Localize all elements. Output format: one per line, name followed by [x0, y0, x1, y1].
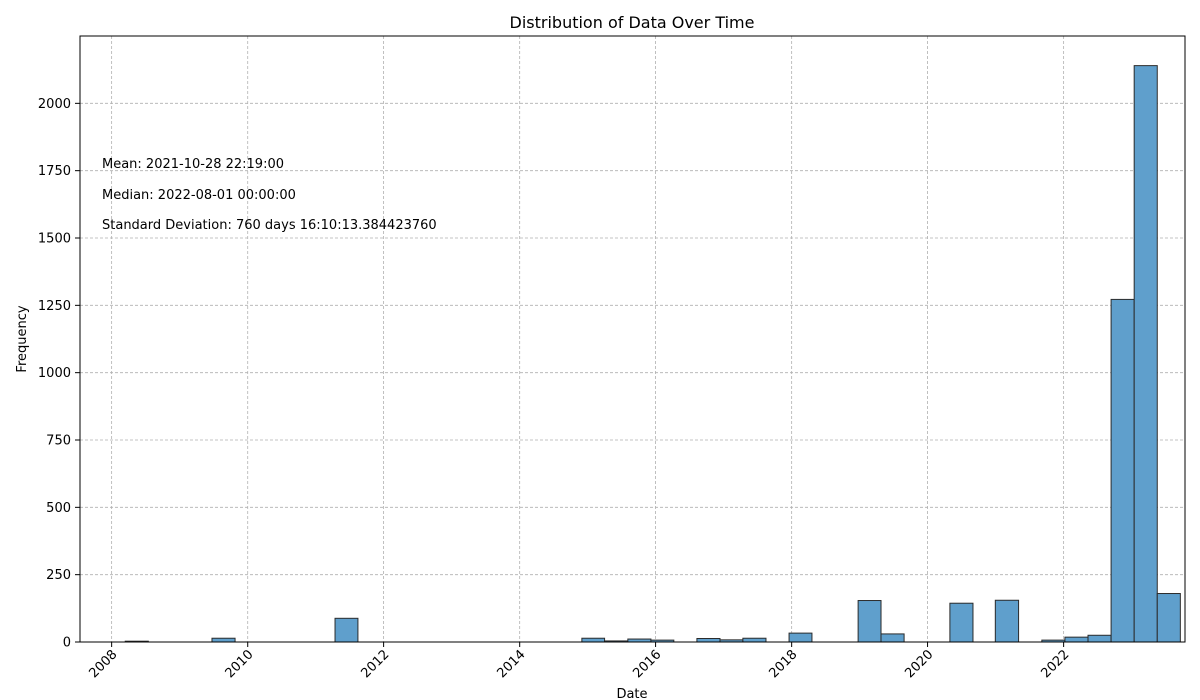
x-tick-label: 2012 [358, 647, 392, 681]
y-axis-ticks: 0 250 500 750 1000 1250 1500 1750 2000 [38, 97, 80, 651]
histogram-bar [1064, 636, 1089, 643]
x-tick-label: 2008 [86, 647, 120, 681]
x-tick-label: 2010 [223, 647, 257, 681]
x-tick-label: 2014 [495, 647, 529, 681]
histogram-bar [696, 637, 721, 643]
statistics-annotations: Mean: 2021-10-28 22:19:00 Median: 2022-08… [102, 157, 437, 233]
histogram-bar [1087, 634, 1112, 643]
y-tick-label: 250 [46, 568, 71, 583]
x-tick-label: 2022 [1038, 647, 1072, 681]
x-tick-label: 2020 [902, 647, 936, 681]
histogram-bar [788, 632, 813, 643]
histogram-bar [994, 599, 1020, 643]
x-tick-label: 2016 [630, 647, 664, 681]
histogram-bars [124, 65, 1181, 643]
statistic-annotation: Mean: 2021-10-28 22:19:00 [102, 157, 284, 172]
chart-title: Distribution of Data Over Time [510, 13, 755, 32]
y-tick-label: 0 [63, 636, 71, 651]
y-tick-label: 500 [46, 501, 71, 516]
y-tick-label: 750 [46, 434, 71, 449]
histogram-bar [1133, 65, 1158, 643]
histogram-bar [1110, 298, 1135, 643]
histogram-bar [1156, 593, 1181, 643]
x-axis-label: Date [616, 687, 647, 700]
y-tick-label: 1500 [38, 232, 71, 247]
histogram-bar [211, 637, 236, 643]
histogram-bar [857, 600, 882, 643]
x-tick-label: 2018 [766, 647, 800, 681]
histogram-bar [334, 617, 359, 643]
histogram-bar [742, 637, 767, 643]
y-tick-label: 2000 [38, 97, 71, 112]
y-tick-label: 1000 [38, 366, 71, 381]
y-tick-label: 1750 [38, 164, 71, 179]
histogram-bar [949, 602, 974, 643]
plot-frame [79, 35, 1186, 643]
histogram-bar [581, 637, 606, 643]
grid-lines [80, 36, 1185, 643]
y-tick-label: 1250 [38, 299, 71, 314]
x-axis-ticks: 2008 2010 2012 2014 2016 2018 2020 2022 [86, 642, 1072, 681]
statistic-annotation: Median: 2022-08-01 00:00:00 [102, 188, 296, 203]
histogram-bar [880, 633, 905, 643]
statistic-annotation: Standard Deviation: 760 days 16:10:13.38… [102, 218, 437, 233]
y-axis-label: Frequency [15, 305, 30, 372]
